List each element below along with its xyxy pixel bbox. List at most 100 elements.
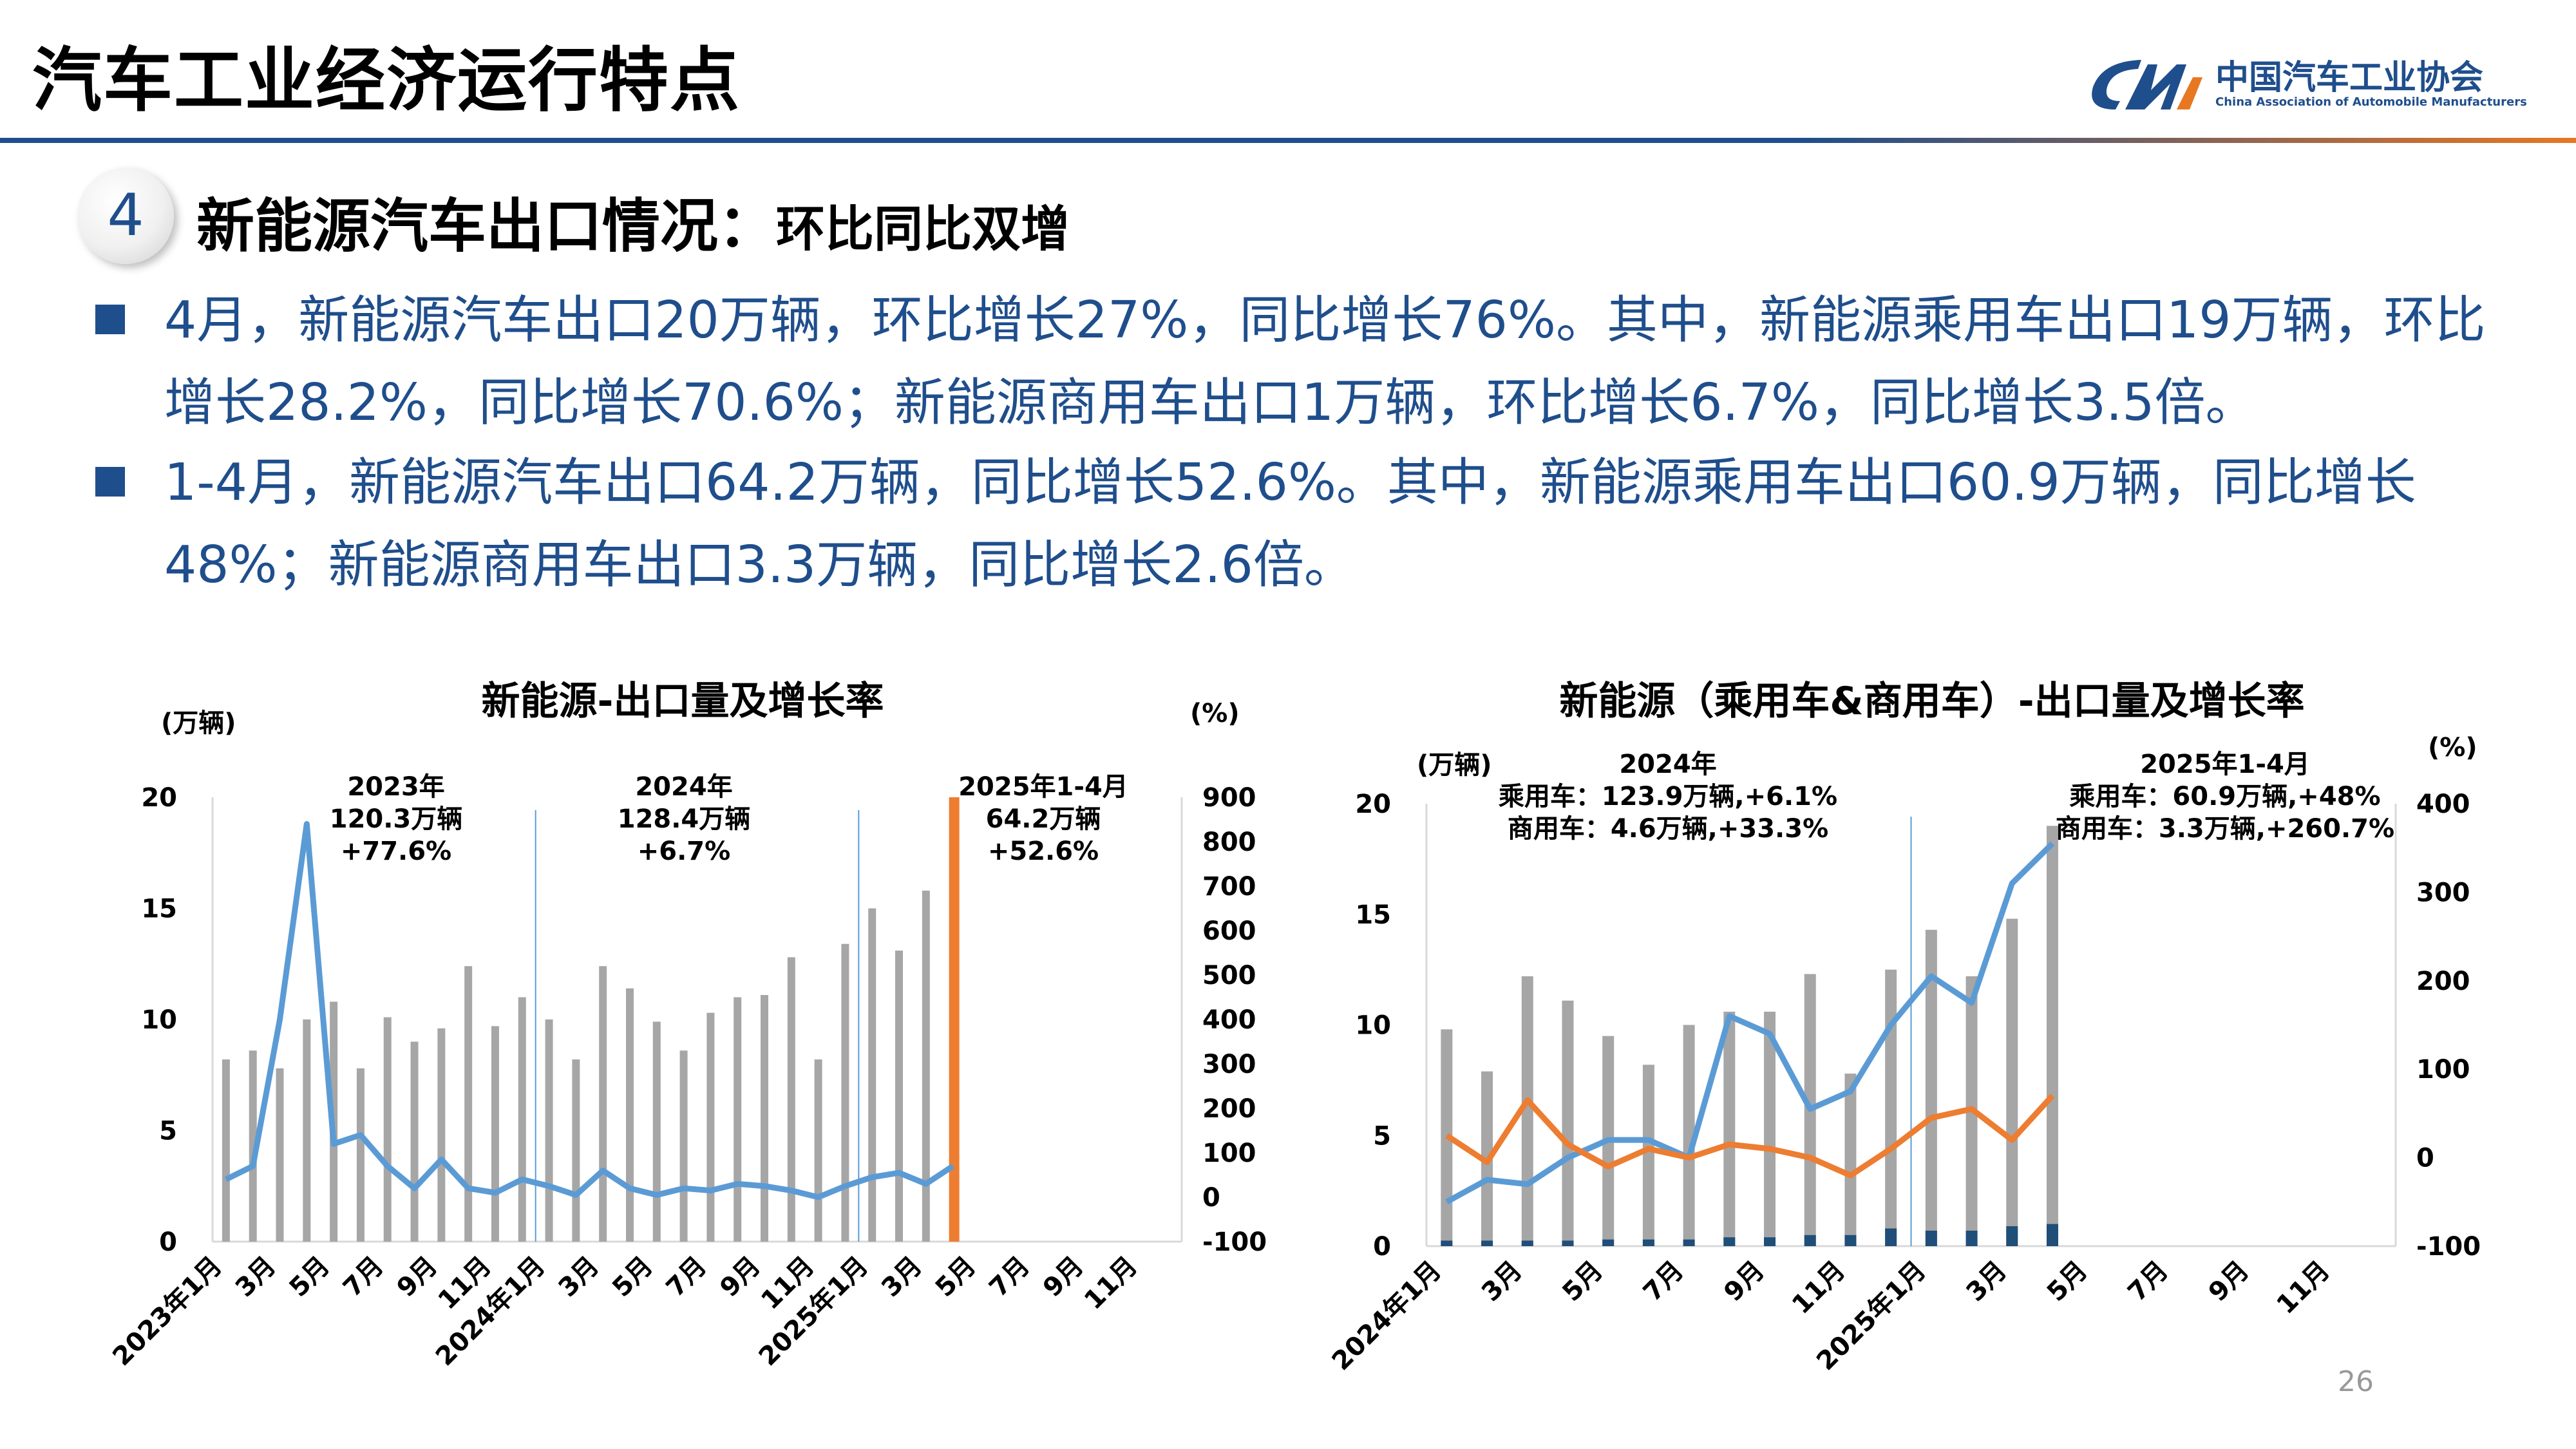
annotation-text: 2024年 bbox=[635, 772, 732, 802]
y2-tick-label: 500 bbox=[1202, 961, 1256, 990]
section-title: 新能源汽车出口情况：环比同比双增 bbox=[196, 179, 1070, 263]
x-tick-label: 7月 bbox=[2122, 1256, 2174, 1307]
annotation-text: +77.6% bbox=[341, 837, 451, 866]
y2-tick-label: 100 bbox=[2416, 1055, 2470, 1084]
y2-tick-label: 200 bbox=[1202, 1094, 1256, 1124]
bar bbox=[356, 1068, 365, 1242]
y-tick-label: 5 bbox=[1373, 1121, 1391, 1151]
bar bbox=[1723, 1237, 1736, 1246]
y2-tick-label: 0 bbox=[1202, 1183, 1220, 1213]
growth-rate-line bbox=[1445, 841, 2055, 1205]
y-tick-label: 5 bbox=[159, 1117, 177, 1146]
bar bbox=[1683, 1239, 1695, 1246]
y-tick-label: 10 bbox=[1355, 1011, 1391, 1041]
annotation-text: 2025年1-4月 bbox=[958, 772, 1128, 802]
annotation-text: +6.7% bbox=[638, 837, 730, 866]
bar bbox=[599, 966, 607, 1242]
y2-tick-label: 400 bbox=[1202, 1005, 1256, 1035]
y-tick-label: 15 bbox=[141, 895, 177, 924]
bar bbox=[2046, 1224, 2058, 1246]
chart2-y-unit: (万辆) bbox=[1417, 750, 1492, 780]
annotation-text: +52.6% bbox=[988, 837, 1099, 866]
y-tick-label: 0 bbox=[1373, 1232, 1391, 1262]
bar bbox=[572, 1059, 580, 1242]
bar bbox=[868, 908, 876, 1242]
y2-tick-label: -100 bbox=[1202, 1227, 1267, 1257]
bar bbox=[1965, 1230, 1978, 1246]
bar bbox=[949, 797, 960, 1242]
x-tick-label: 3月 bbox=[1961, 1256, 2012, 1307]
annotation-text: 2025年1-4月 bbox=[2140, 750, 2310, 779]
growth-rate-line bbox=[224, 820, 955, 1200]
cama-logo-mark bbox=[2092, 60, 2202, 109]
chart1-title: 新能源-出口量及增长率 bbox=[481, 679, 884, 724]
bar bbox=[2046, 826, 2058, 1246]
x-tick-label: 9月 bbox=[1718, 1256, 1770, 1307]
bar bbox=[410, 1041, 419, 1242]
chart2-y2-unit: (%) bbox=[2428, 733, 2477, 762]
bar bbox=[1764, 1011, 1776, 1246]
chart1-y2-unit: (%) bbox=[1190, 699, 1240, 728]
bar bbox=[706, 1012, 715, 1242]
bar bbox=[464, 966, 473, 1242]
bar bbox=[276, 1068, 284, 1242]
bullet-square bbox=[95, 305, 125, 334]
bar bbox=[1844, 1074, 1857, 1246]
bar bbox=[491, 1026, 499, 1242]
bar bbox=[2006, 918, 2018, 1246]
y2-tick-label: 700 bbox=[1202, 872, 1256, 902]
bar bbox=[518, 997, 526, 1242]
section-title-main: 新能源汽车出口情况： bbox=[196, 193, 776, 260]
bar bbox=[679, 1050, 688, 1242]
bar bbox=[437, 1028, 446, 1242]
bar bbox=[1642, 1065, 1654, 1246]
annotation-text: 128.4万辆 bbox=[618, 804, 751, 834]
bar bbox=[1844, 1235, 1857, 1246]
bar bbox=[1885, 969, 1897, 1246]
x-tick-label: 3月 bbox=[1476, 1256, 1528, 1307]
x-tick-label: 11月 bbox=[1079, 1251, 1143, 1316]
section-number-badge: 4 bbox=[77, 167, 174, 264]
y2-tick-label: -100 bbox=[2416, 1232, 2481, 1262]
annotation-text: 乘用车：123.9万辆,+6.1% bbox=[1499, 782, 1837, 811]
y2-tick-label: 300 bbox=[1202, 1050, 1256, 1079]
bar bbox=[625, 988, 634, 1242]
annotation-text: 2023年 bbox=[347, 772, 444, 802]
bar bbox=[383, 1017, 392, 1242]
bullet-text-2: 1-4月，新能源汽车出口64.2万辆，同比增长52.6%。其中，新能源乘用车出口… bbox=[164, 453, 2416, 594]
x-tick-label: 2024年1月 bbox=[1327, 1256, 1448, 1377]
x-tick-label: 11月 bbox=[2271, 1256, 2336, 1320]
y2-tick-label: 300 bbox=[2416, 878, 2470, 907]
bar bbox=[545, 1019, 553, 1242]
x-tick-label: 3月 bbox=[230, 1251, 281, 1303]
bar bbox=[1925, 929, 1937, 1246]
x-tick-label: 3月 bbox=[876, 1251, 927, 1303]
bar bbox=[787, 957, 795, 1242]
chart1-plot: 0 5 10 15 20 -100 0 100 200 300 400 500 600 700 800 900… bbox=[107, 772, 1267, 1372]
bar bbox=[1885, 1228, 1897, 1246]
cama-logo bbox=[2092, 60, 2202, 109]
x-tick-label: 9月 bbox=[2203, 1256, 2255, 1307]
bar bbox=[1441, 1240, 1453, 1246]
x-tick-label: 5月 bbox=[930, 1251, 981, 1303]
y2-tick-label: 400 bbox=[2416, 790, 2470, 819]
x-tick-label: 2023年1月 bbox=[107, 1251, 228, 1372]
page-title: 汽车工业经济运行特点 bbox=[32, 41, 741, 121]
bar bbox=[1804, 1235, 1816, 1246]
bar bbox=[1723, 1011, 1736, 1246]
y2-tick-label: 800 bbox=[1202, 828, 1256, 857]
bar bbox=[1925, 1230, 1937, 1246]
chart2-plot: 0 5 10 15 20 -100 0 100 200 300 400 2024年1月 3月 5月 7月 9月… bbox=[1327, 750, 2481, 1377]
x-tick-label: 5月 bbox=[2041, 1256, 2093, 1307]
annotation-text: 64.2万辆 bbox=[986, 804, 1101, 834]
bar bbox=[761, 995, 769, 1242]
y-tick-label: 15 bbox=[1355, 900, 1391, 930]
x-tick-label: 7月 bbox=[661, 1251, 712, 1303]
bar bbox=[841, 943, 849, 1242]
x-tick-label: 7月 bbox=[337, 1251, 389, 1303]
chart2-title: 新能源（乘用车&商用车）-出口量及增长率 bbox=[1559, 679, 2305, 724]
x-tick-label: 5月 bbox=[607, 1251, 658, 1303]
logo-text-cn: 中国汽车工业协会 bbox=[2215, 59, 2484, 97]
bar bbox=[922, 890, 930, 1242]
bar bbox=[734, 997, 742, 1242]
